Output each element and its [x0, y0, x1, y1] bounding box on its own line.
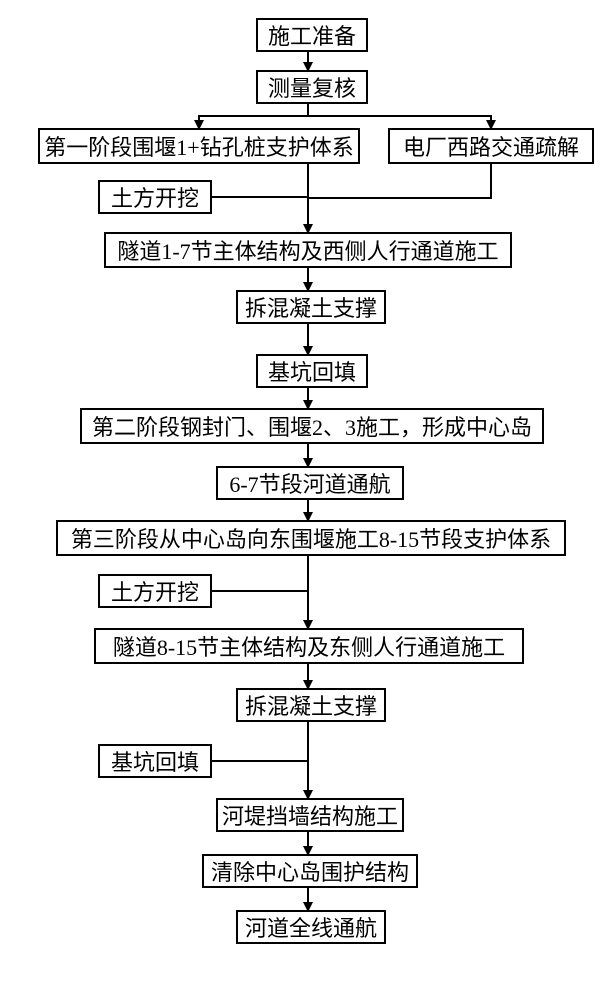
- flow-node-n16: 河堤挡墙结构施工: [216, 798, 404, 832]
- flow-node-n18: 河道全线通航: [236, 910, 386, 944]
- flow-node-n17: 清除中心岛围护结构: [202, 854, 418, 888]
- flow-node-label: 6-7节段河道通航: [229, 467, 390, 499]
- flow-node-n8: 基坑回填: [256, 354, 368, 388]
- flow-node-n9: 第二阶段钢封门、围堰2、3施工，形成中心岛: [80, 408, 544, 444]
- flow-node-label: 河道全线通航: [245, 911, 377, 943]
- flow-node-n13: 隧道8-15节主体结构及东侧人行通道施工: [94, 628, 524, 664]
- flow-node-n3: 第一阶段围堰1+钻孔桩支护体系: [38, 128, 360, 164]
- flow-node-label: 隧道8-15节主体结构及东侧人行通道施工: [113, 630, 505, 662]
- flow-node-label: 隧道1-7节主体结构及西侧人行通道施工: [117, 234, 498, 266]
- flow-node-label: 第三阶段从中心岛向东围堰施工8-15节段支护体系: [71, 522, 551, 554]
- flow-node-n2: 测量复核: [256, 70, 368, 104]
- flow-node-label: 测量复核: [268, 71, 356, 103]
- flow-node-n11: 第三阶段从中心岛向东围堰施工8-15节段支护体系: [56, 520, 566, 556]
- flow-node-label: 基坑回填: [111, 745, 199, 777]
- flow-node-label: 基坑回填: [268, 355, 356, 387]
- flow-node-label: 第二阶段钢封门、围堰2、3施工，形成中心岛: [92, 410, 532, 442]
- flow-node-n4: 电厂西路交通疏解: [388, 128, 594, 164]
- flow-node-label: 第一阶段围堰1+钻孔桩支护体系: [44, 130, 353, 162]
- flow-node-n1: 施工准备: [256, 18, 368, 52]
- flow-node-label: 拆混凝土支撑: [245, 291, 377, 323]
- flow-node-n5: 土方开挖: [98, 180, 212, 214]
- flow-node-label: 土方开挖: [111, 575, 199, 607]
- flow-node-label: 拆混凝土支撑: [245, 689, 377, 721]
- flow-node-label: 清除中心岛围护结构: [211, 855, 409, 887]
- flow-node-label: 河堤挡墙结构施工: [222, 799, 398, 831]
- flow-node-n6: 隧道1-7节主体结构及西侧人行通道施工: [104, 232, 512, 268]
- flow-node-label: 土方开挖: [111, 181, 199, 213]
- flow-node-n10: 6-7节段河道通航: [216, 466, 404, 500]
- flow-node-n15: 基坑回填: [98, 744, 212, 778]
- flow-node-label: 施工准备: [268, 19, 356, 51]
- flowchart-canvas: 施工准备测量复核第一阶段围堰1+钻孔桩支护体系电厂西路交通疏解土方开挖隧道1-7…: [0, 0, 615, 1000]
- flow-node-label: 电厂西路交通疏解: [403, 130, 579, 162]
- flow-node-n7: 拆混凝土支撑: [236, 290, 386, 324]
- flow-node-n12: 土方开挖: [98, 574, 212, 608]
- flow-node-n14: 拆混凝土支撑: [236, 688, 386, 722]
